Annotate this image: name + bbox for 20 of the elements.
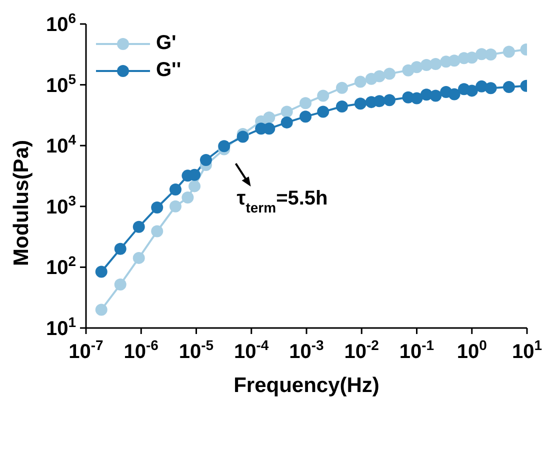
y-tick-label: 10$^{6}$	[46, 10, 76, 36]
x-tick-label: 10$^{-6}$	[124, 337, 159, 363]
annotation: τ$_{term}$=5.5h	[236, 188, 328, 216]
x-tick-label: 10$^{1}$	[512, 337, 542, 363]
y-tick-label: 10$^{5}$	[46, 70, 76, 97]
x-tick-label: 10$^{-1}$	[399, 337, 434, 363]
x-tick-label: 10$^{-4}$	[234, 337, 269, 363]
x-tick-label: 10$^{-5}$	[178, 337, 214, 363]
legend-label: G'	[156, 32, 176, 55]
x-tick-label: 10$^{-2}$	[344, 337, 380, 363]
y-tick-label: 10$^{3}$	[46, 192, 76, 218]
x-tick-label: 10$^{-7}$	[68, 337, 104, 363]
x-tick-label: 10$^{0}$	[456, 337, 488, 363]
x-tick-label: 10$^{-3}$	[289, 337, 324, 363]
y-axis-title: Modulus(Pa)	[10, 140, 33, 266]
y-tick-label: 10$^{2}$	[46, 253, 76, 280]
x-axis-title: Frequency(Hz)	[234, 374, 380, 397]
legend-label: G''	[156, 59, 182, 82]
y-tick-label: 10$^{4}$	[46, 132, 76, 158]
y-tick-label: 10$^{1}$	[46, 314, 76, 340]
